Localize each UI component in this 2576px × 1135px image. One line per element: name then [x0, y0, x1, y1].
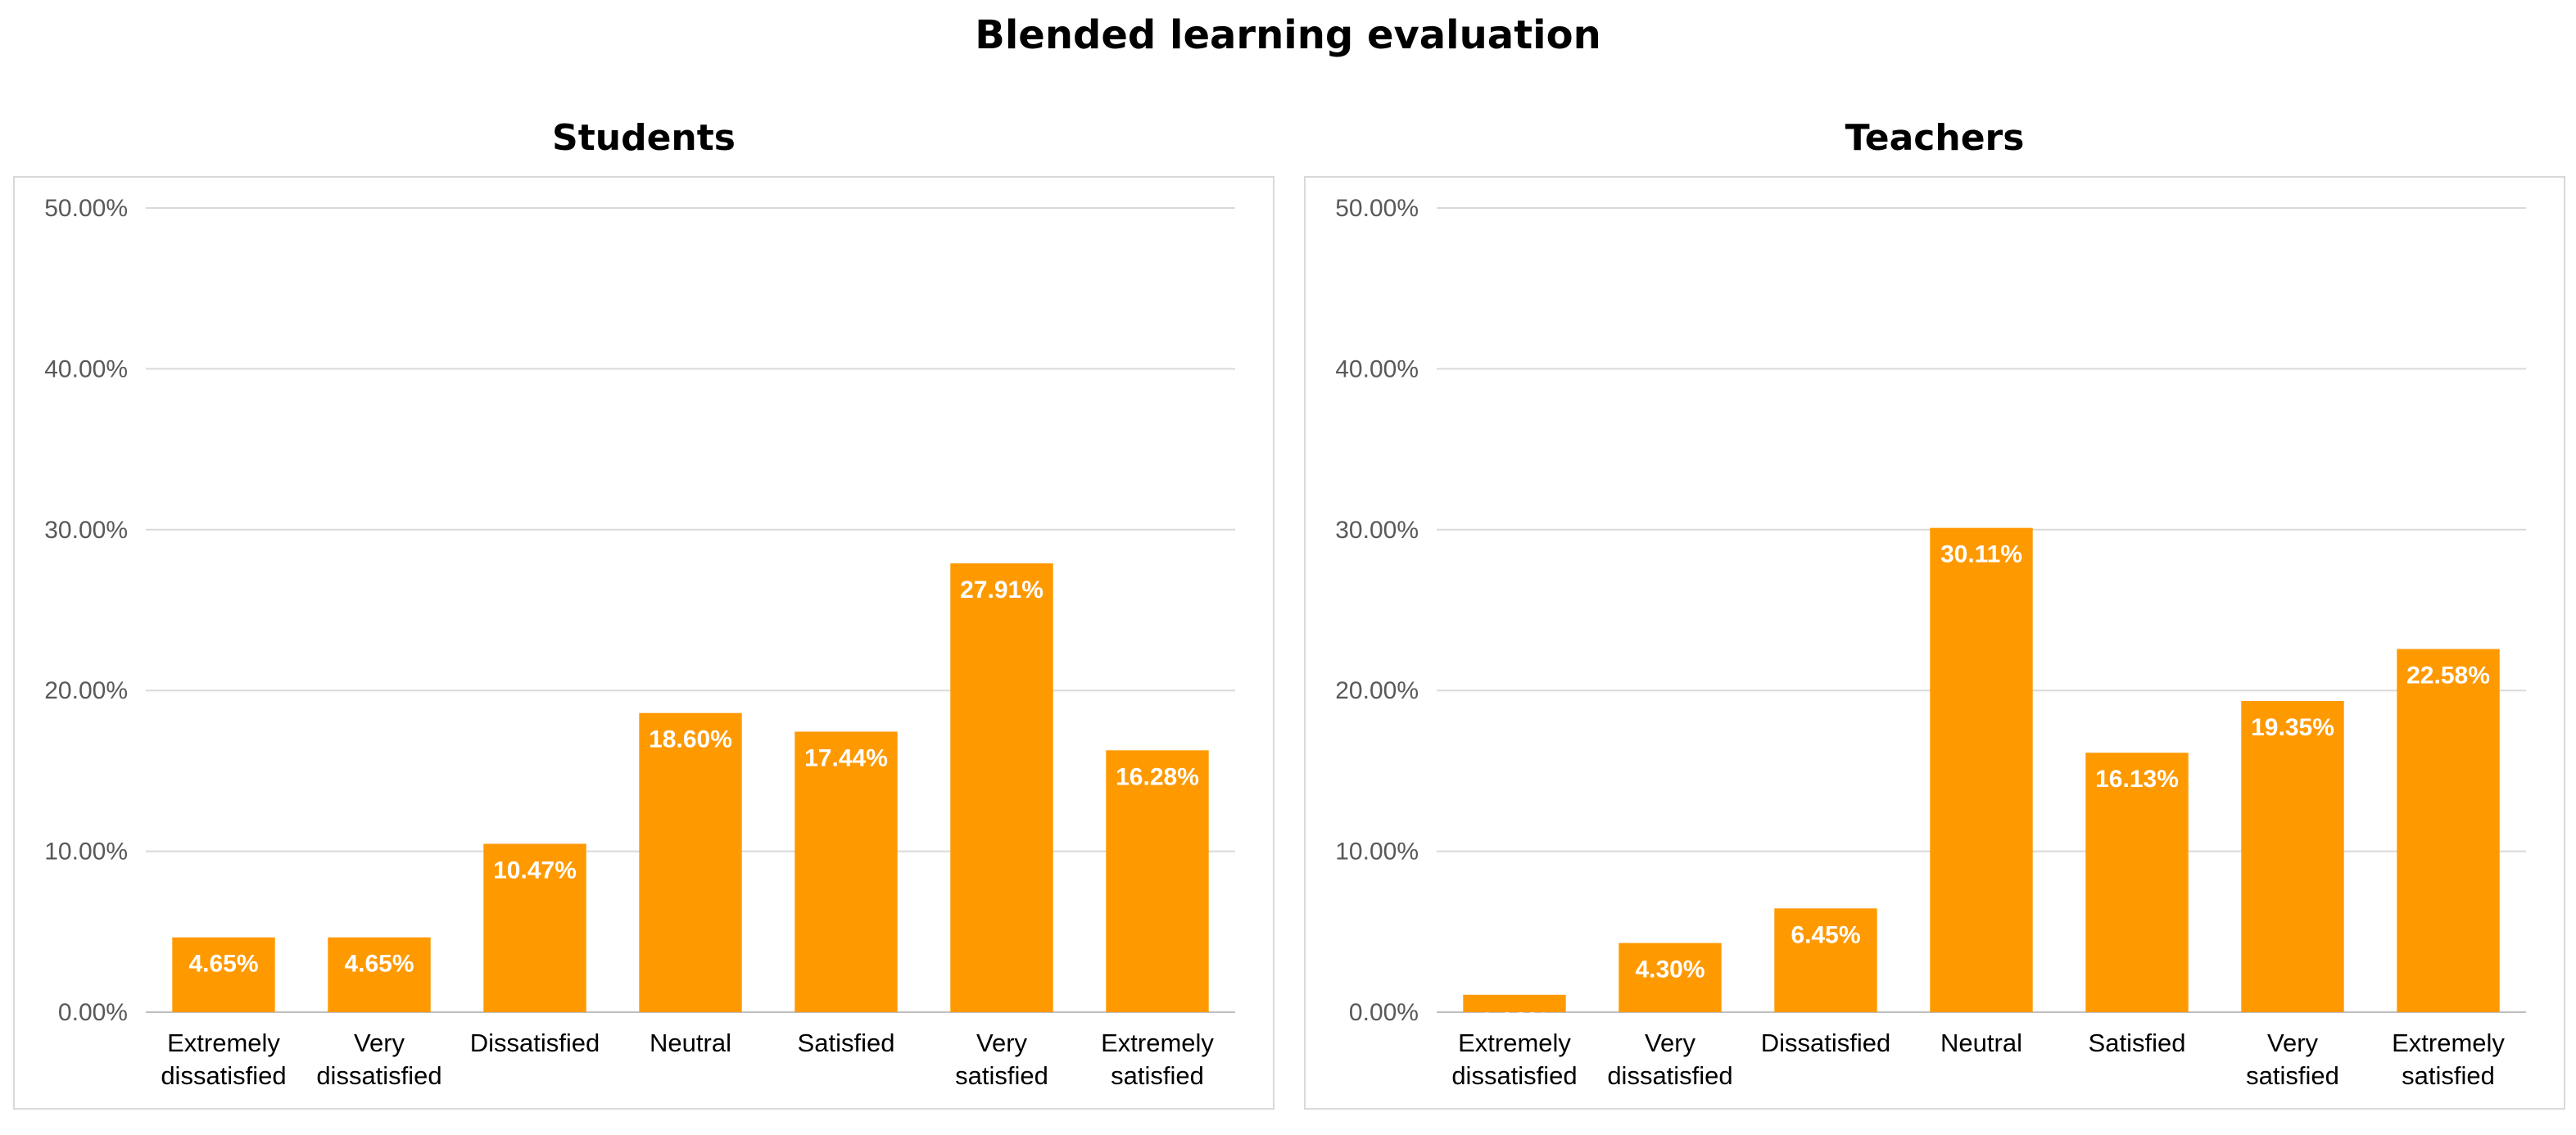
teachers-data-label: 19.35% — [2251, 714, 2334, 741]
students-bar — [483, 843, 586, 1012]
students-y-tick-label: 40.00% — [44, 355, 128, 382]
students-data-label: 27.91% — [960, 577, 1044, 604]
teachers-y-tick-label: 30.00% — [1335, 517, 1419, 544]
teachers-chart: 0.00% 10.00% 20.00% 30.00% 40.00% 50.00% 1.08%… — [1335, 195, 2526, 1090]
students-chart-panel: 0.00% 10.00% 20.00% 30.00% 40.00% 50.00% 4.65%… — [13, 176, 1274, 1110]
students-category-label: dissatisfied — [161, 1061, 286, 1090]
teachers-data-label: 30.11% — [1940, 541, 2022, 568]
students-data-label: 18.60% — [649, 726, 732, 753]
students-data-label: 4.65% — [344, 951, 414, 978]
students-category-label: dissatisfied — [316, 1061, 441, 1090]
teachers-category-label: Extremely — [2392, 1029, 2505, 1057]
students-category-label: Very — [354, 1029, 405, 1057]
students-bar — [172, 937, 275, 1012]
teachers-category-label: Neutral — [1940, 1029, 2022, 1057]
students-bar — [1106, 750, 1209, 1012]
students-bar — [795, 731, 898, 1012]
teachers-data-label: 4.30% — [1635, 956, 1705, 984]
students-data-label: 10.47% — [493, 857, 577, 884]
teachers-bar — [1618, 943, 1722, 1012]
teachers-category-label: Extremely — [1458, 1029, 1571, 1057]
teachers-category-label: Satisfied — [2089, 1029, 2186, 1057]
students-category-label: satisfied — [1111, 1061, 1204, 1090]
teachers-category-label: dissatisfied — [1451, 1061, 1577, 1090]
students-y-tick-label: 20.00% — [44, 677, 128, 704]
teachers-y-tick-label: 0.00% — [1349, 999, 1419, 1026]
students-bar — [328, 937, 431, 1012]
students-y-tick-label: 30.00% — [44, 517, 128, 544]
teachers-y-tick-label: 10.00% — [1335, 839, 1419, 866]
students-category-label: satisfied — [955, 1061, 1048, 1090]
teachers-category-label: Very — [1645, 1029, 1696, 1057]
teachers-category-label: dissatisfied — [1607, 1061, 1732, 1090]
teachers-data-label: 1.08% — [1479, 1008, 1549, 1035]
teachers-y-tick-label: 50.00% — [1335, 195, 1419, 222]
students-y-tick-label: 0.00% — [58, 999, 128, 1026]
students-category-label: Very — [976, 1029, 1028, 1057]
figure-title: Blended learning evaluation — [975, 12, 1601, 58]
students-bar — [639, 712, 742, 1012]
students-category-label: Extremely — [1101, 1029, 1214, 1057]
teachers-y-tick-label: 20.00% — [1335, 677, 1419, 704]
teachers-bar — [2241, 700, 2344, 1012]
students-chart-title: Students — [552, 117, 736, 159]
students-data-label: 16.28% — [1116, 763, 1199, 790]
teachers-category-label: Dissatisfied — [1761, 1029, 1891, 1057]
teachers-data-label: 22.58% — [2406, 662, 2490, 690]
students-data-label: 4.65% — [188, 951, 258, 978]
students-y-tick-label: 50.00% — [44, 195, 128, 222]
teachers-bar — [1463, 994, 1566, 1012]
students-y-tick-label: 10.00% — [44, 839, 128, 866]
students-category-label: Satisfied — [798, 1029, 895, 1057]
teachers-chart-panel: 0.00% 10.00% 20.00% 30.00% 40.00% 50.00% 1.08%… — [1304, 176, 2565, 1110]
students-category-label: Dissatisfied — [470, 1029, 600, 1057]
students-bar — [950, 563, 1053, 1012]
teachers-category-label: Very — [2267, 1029, 2319, 1057]
teachers-category-label: satisfied — [2402, 1061, 2495, 1090]
teachers-chart-title: Teachers — [1845, 117, 2025, 159]
teachers-bar — [1774, 908, 1877, 1012]
students-data-label: 17.44% — [804, 744, 888, 771]
students-category-label: Extremely — [167, 1029, 280, 1057]
students-chart: 0.00% 10.00% 20.00% 30.00% 40.00% 50.00% 4.65%… — [44, 195, 1235, 1090]
teachers-bar — [1930, 527, 2033, 1012]
teachers-category-label: satisfied — [2246, 1061, 2339, 1090]
students-category-label: Neutral — [650, 1029, 731, 1057]
teachers-data-label: 6.45% — [1791, 921, 1860, 948]
teachers-bar — [2397, 649, 2500, 1012]
teachers-bar — [2085, 753, 2189, 1012]
teachers-y-tick-label: 40.00% — [1335, 355, 1419, 382]
teachers-data-label: 16.13% — [2095, 766, 2179, 793]
